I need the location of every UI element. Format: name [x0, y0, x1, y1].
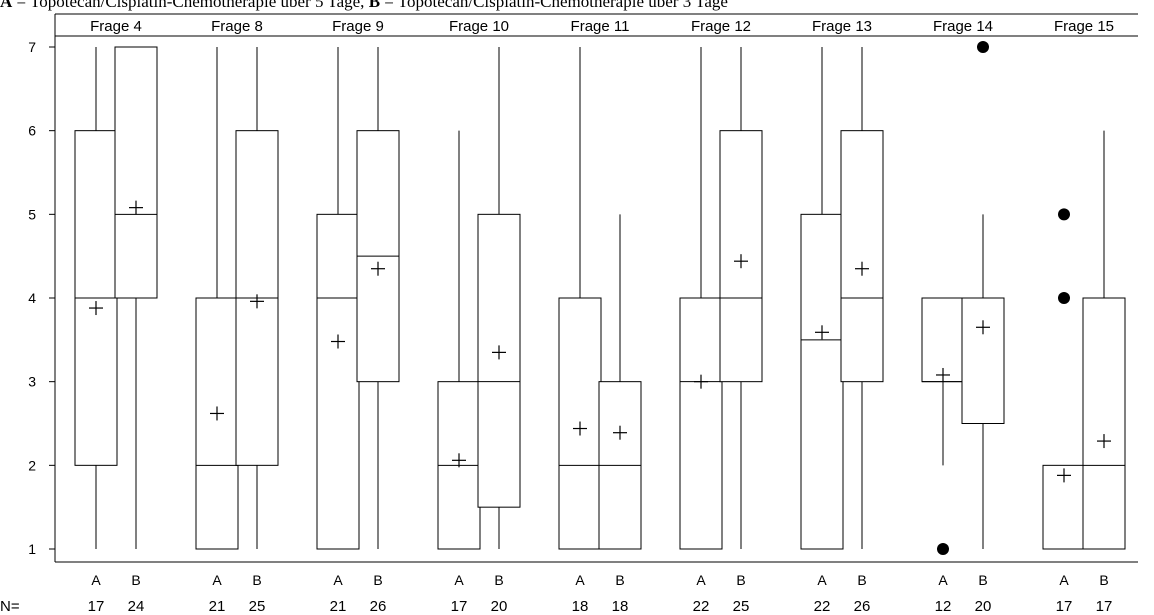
y-tick-label: 5 [28, 206, 36, 222]
y-tick-label: 2 [28, 457, 36, 473]
group-label: Frage 14 [933, 18, 993, 35]
category-label: B [736, 572, 745, 588]
group-label: Frage 13 [812, 18, 872, 35]
box-iqr [1082, 297, 1126, 550]
box-group: Frage 8 A 21 B 25 [195, 18, 279, 615]
box-iqr [679, 297, 723, 550]
category-label: A [91, 572, 101, 588]
n-value: 25 [733, 598, 750, 615]
category-label: A [696, 572, 706, 588]
n-value: 25 [249, 598, 266, 615]
y-tick-label: 1 [28, 541, 36, 557]
y-tick-label: 7 [28, 39, 36, 55]
category-label: B [1099, 572, 1108, 588]
n-value: 26 [370, 598, 387, 615]
category-label: B [252, 572, 261, 588]
caption-letter-b: B [368, 0, 381, 11]
figure-caption: A = Topotecan/Cisplatin-Chemotherapie üb… [0, 0, 1154, 13]
caption-text-b: = Topotecan/Cisplatin-Chemotherapie über… [380, 0, 728, 11]
n-value: 21 [209, 598, 226, 615]
group-label: Frage 9 [332, 18, 384, 35]
n-value: 18 [572, 598, 589, 615]
n-value: 21 [330, 598, 347, 615]
n-value: 22 [814, 598, 831, 615]
group-label: Frage 4 [90, 18, 142, 35]
category-label: A [333, 572, 343, 588]
outlier-point [937, 543, 949, 555]
caption-letter-a: A [0, 0, 13, 11]
n-value: 26 [854, 598, 871, 615]
outlier-point [1058, 208, 1070, 221]
box-iqr [840, 130, 884, 383]
n-label: N= [0, 598, 20, 615]
category-label: A [938, 572, 948, 588]
y-tick-label: 4 [28, 290, 36, 306]
category-label: B [373, 572, 382, 588]
category-label: B [615, 572, 624, 588]
category-label: A [1059, 572, 1069, 588]
box-group: Frage 10 A 17 B 20 [437, 18, 521, 615]
n-value: 12 [935, 598, 952, 615]
category-label: B [978, 572, 987, 588]
n-value: 17 [1056, 598, 1073, 615]
y-tick-label: 3 [28, 374, 36, 390]
group-label: Frage 12 [691, 18, 751, 35]
category-label: A [454, 572, 464, 588]
y-tick-label: 6 [28, 123, 36, 139]
caption-text-a: = Topotecan/Cisplatin-Chemotherapie über… [12, 0, 369, 11]
n-value: 22 [693, 598, 710, 615]
box-group: Frage 12 A 22 B 25 [679, 18, 763, 615]
box-iqr [114, 46, 158, 299]
group-label: Frage 11 [571, 18, 630, 35]
n-value: 20 [491, 598, 508, 615]
n-value: 17 [451, 598, 468, 615]
group-label: Frage 15 [1054, 18, 1114, 35]
outlier-point [1058, 292, 1070, 304]
category-label: A [817, 572, 827, 588]
box-iqr [316, 213, 360, 550]
box-group: Frage 9 A 21 B 26 [316, 18, 400, 615]
box-group: Frage 11 A 18 B 18 [558, 18, 642, 615]
y-axis: 1 2 3 4 5 6 7 [28, 39, 55, 557]
box-group: Frage 13 A 22 B 26 [800, 18, 884, 615]
category-label: B [494, 572, 503, 588]
n-value: 17 [1096, 598, 1113, 615]
category-label: B [131, 572, 140, 588]
box-group: Frage 14 A 12 B 20 [921, 18, 1005, 615]
outlier-point [977, 41, 989, 53]
category-label: B [857, 572, 866, 588]
n-value: 18 [612, 598, 629, 615]
box-iqr [195, 297, 239, 550]
group-label: Frage 8 [211, 18, 263, 35]
category-label: A [212, 572, 222, 588]
category-label: A [575, 572, 585, 588]
n-value: 20 [975, 598, 992, 615]
box-group: Frage 15 A 17 B 17 [1042, 18, 1126, 615]
box-iqr [477, 213, 521, 508]
n-value: 24 [128, 598, 145, 615]
box-group: Frage 4 A 17 B 24 [74, 18, 158, 615]
box-iqr [800, 213, 844, 550]
group-label: Frage 10 [449, 18, 509, 35]
n-value: 17 [88, 598, 105, 615]
box-iqr [961, 297, 1005, 424]
